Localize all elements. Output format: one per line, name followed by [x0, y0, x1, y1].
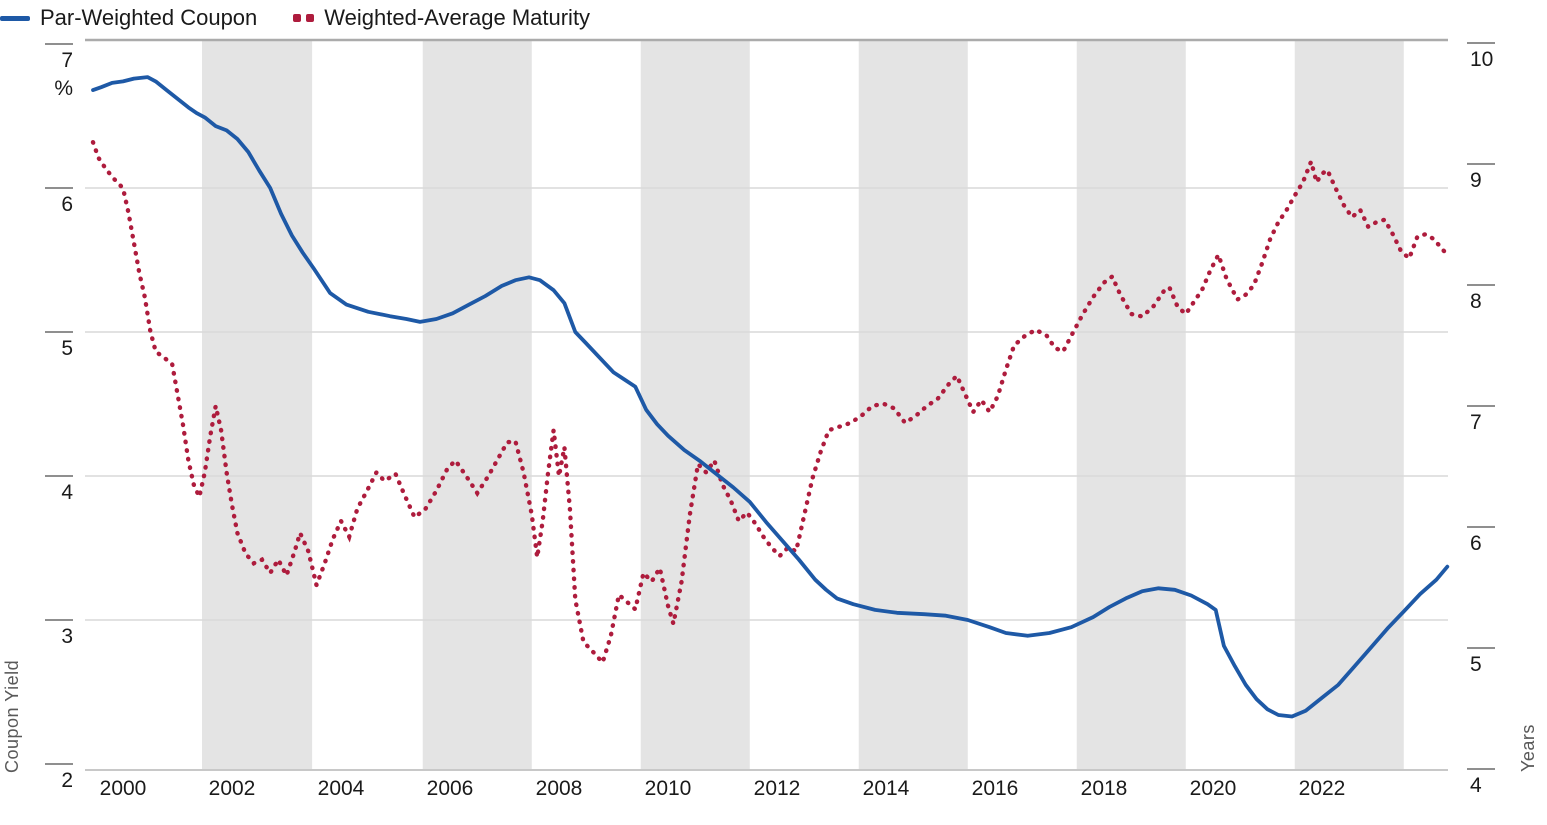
shaded-band	[1076, 41, 1186, 770]
shaded-band	[640, 41, 750, 770]
left-axis-tick-label: 5	[61, 337, 73, 360]
shaded-band	[202, 41, 313, 770]
x-axis-tick-label: 2014	[862, 777, 910, 800]
left-axis-tick-label: 6	[61, 193, 73, 216]
left-axis-tick-label: 3	[61, 625, 73, 648]
x-axis-tick-label: 2008	[535, 777, 583, 800]
shaded-band	[422, 41, 532, 770]
x-axis-tick-label: 2006	[426, 777, 474, 800]
right-axis-tick-label: 10	[1470, 48, 1494, 71]
left-axis-tick-label: 4	[61, 481, 73, 504]
x-axis-tick-label: 2004	[317, 777, 365, 800]
x-axis-tick-label: 2000	[99, 777, 147, 800]
left-axis-tick-label: 7	[61, 49, 73, 72]
legend-item-weighted-average-maturity: Weighted-Average Maturity	[293, 5, 590, 31]
right-axis-title: Years	[1518, 724, 1538, 772]
legend-label: Par-Weighted Coupon	[40, 5, 258, 30]
left-axis-title: Coupon Yield	[2, 659, 22, 773]
solid-line-swatch-icon	[0, 15, 30, 21]
dotted-line-swatch-icon	[293, 14, 315, 22]
legend: Par-Weighted Coupon Weighted-Average Mat…	[0, 5, 590, 31]
right-axis-tick-label: 7	[1470, 411, 1482, 434]
right-axis-tick-label: 8	[1470, 290, 1482, 313]
left-axis-tick-label: 2	[61, 769, 73, 792]
x-axis-tick-label: 2018	[1080, 777, 1128, 800]
legend-item-par-weighted-coupon: Par-Weighted Coupon	[0, 5, 257, 31]
x-axis-tick-label: 2016	[971, 777, 1019, 800]
right-axis-tick-label: 5	[1470, 653, 1482, 676]
legend-label: Weighted-Average Maturity	[324, 5, 591, 30]
x-axis-tick-label: 2010	[644, 777, 692, 800]
right-axis-tick-label: 6	[1470, 532, 1482, 555]
right-axis-tick-label: 9	[1470, 169, 1482, 192]
right-axis-tick-label: 4	[1470, 774, 1482, 797]
x-axis-tick-label: 2020	[1189, 777, 1237, 800]
shaded-band	[1294, 41, 1404, 770]
left-axis-unit-label: %	[54, 77, 73, 100]
x-axis-tick-label: 2022	[1298, 777, 1346, 800]
weighted-average-maturity-line	[90, 140, 1450, 667]
x-axis-tick-label: 2002	[208, 777, 256, 800]
x-axis-tick-label: 2012	[753, 777, 801, 800]
par-weighted-coupon-line	[91, 75, 1450, 719]
